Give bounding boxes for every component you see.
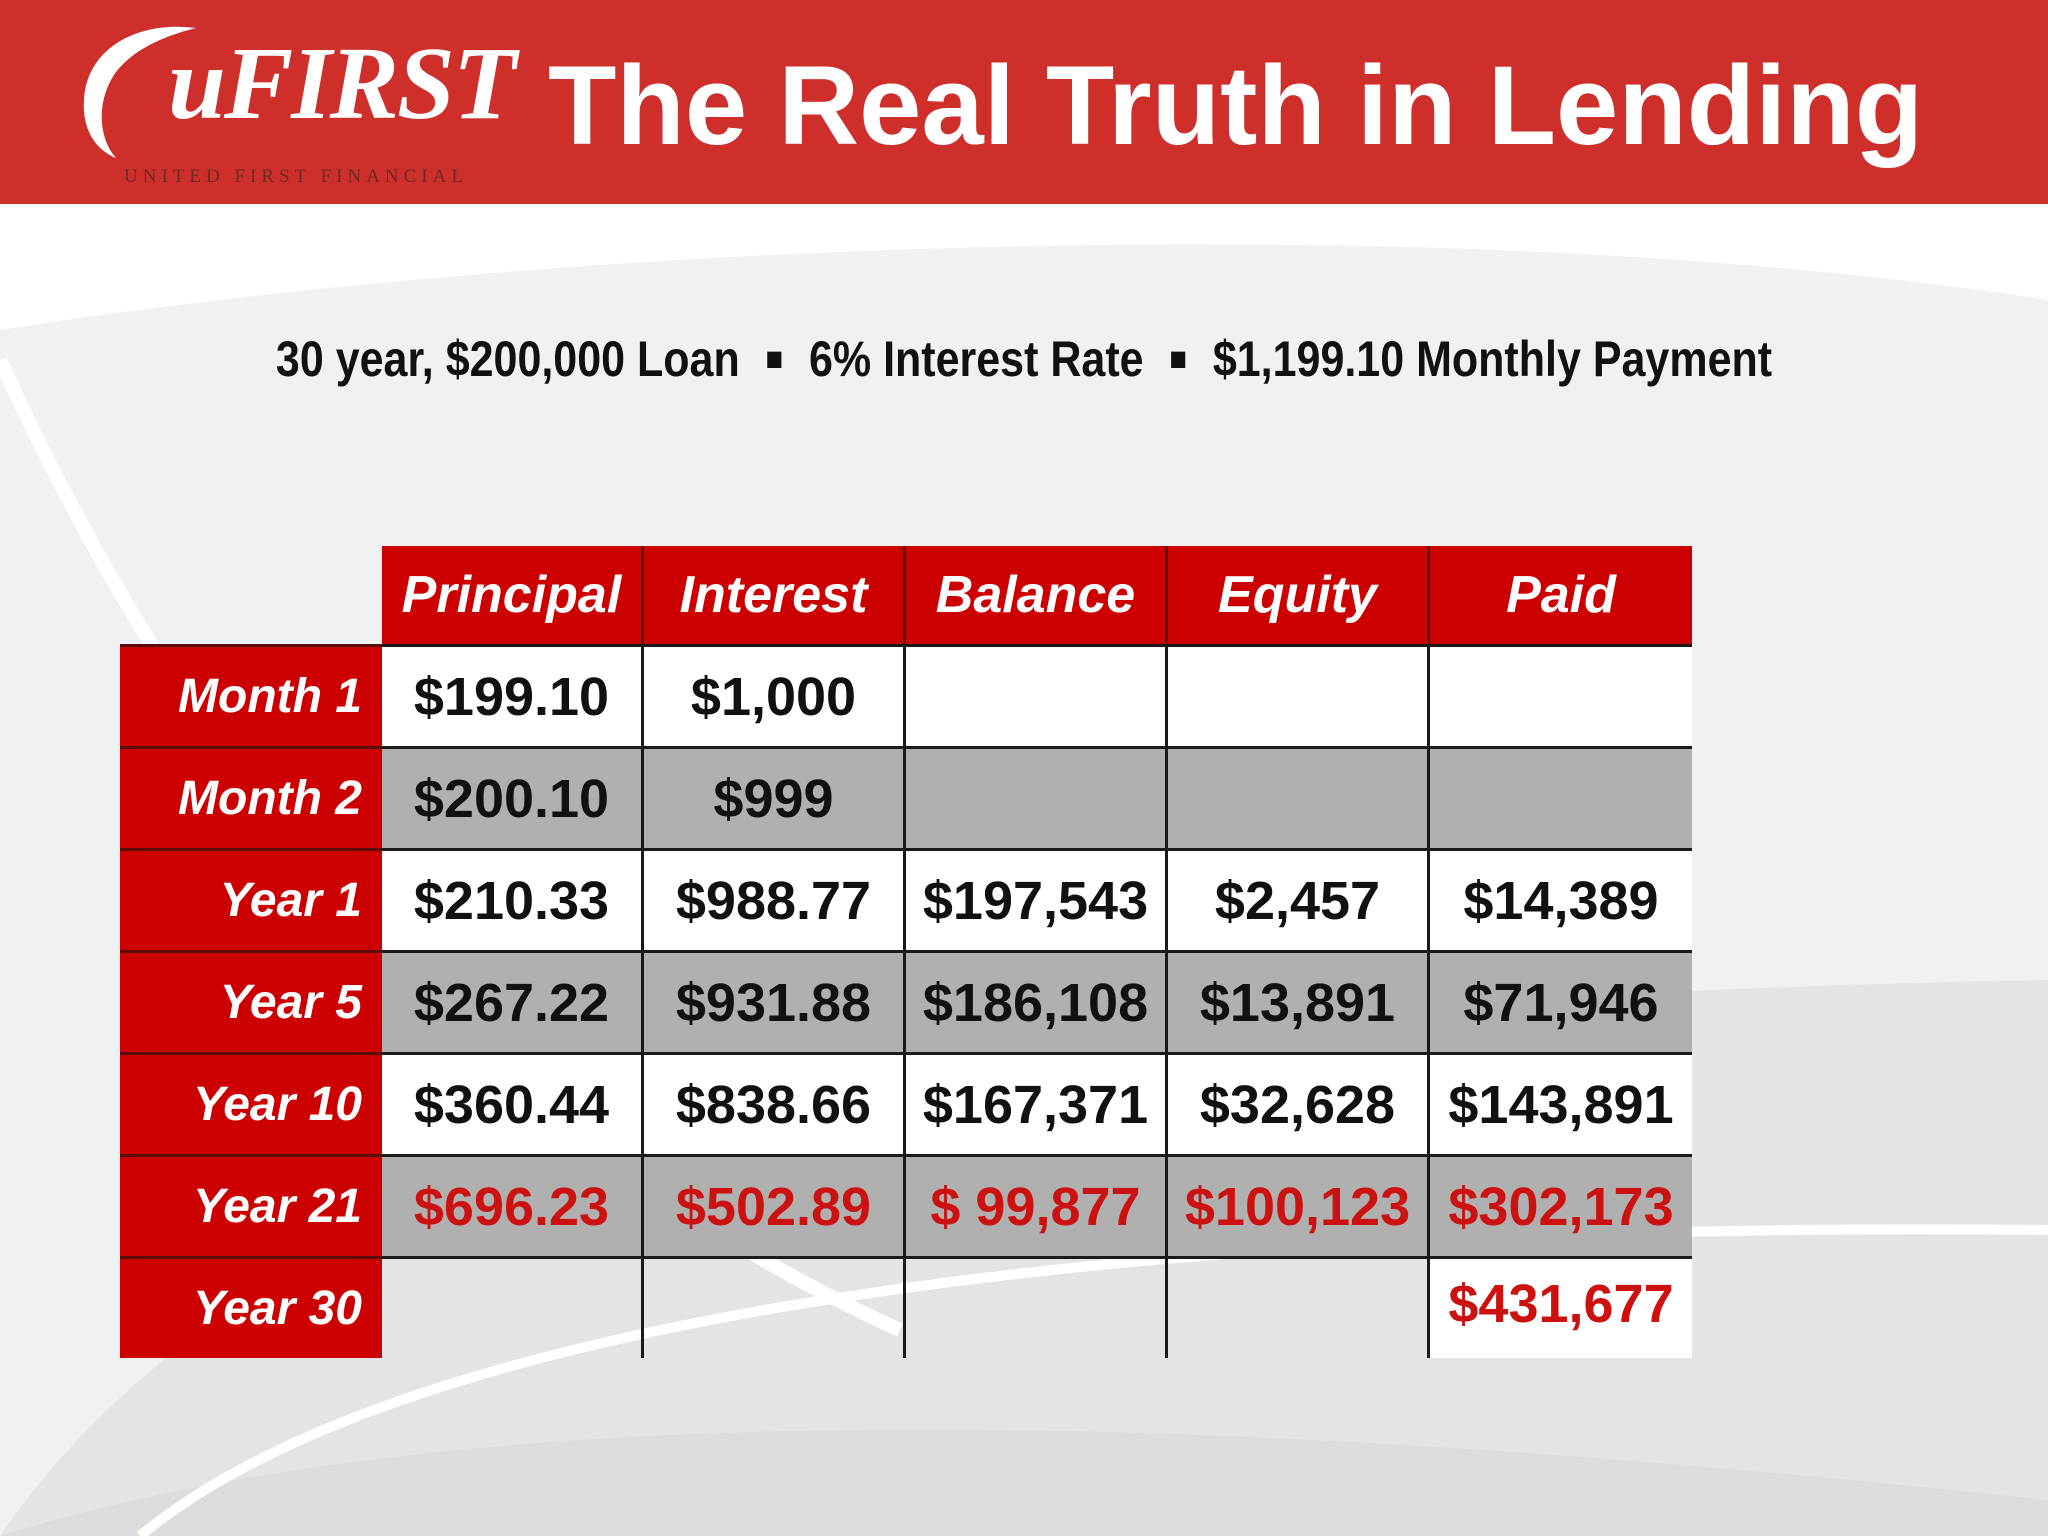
- table-row: Year 5 $267.22 $931.88 $186,108 $13,891 …: [120, 950, 1692, 1052]
- column-header-balance: Balance: [906, 546, 1168, 644]
- loan-summary: 30 year, $200,000 Loan ■ 6% Interest Rate ■…: [143, 330, 1904, 388]
- cell-paid: $71,946: [1430, 950, 1692, 1052]
- cell-paid-total: $431,677: [1430, 1256, 1692, 1358]
- cell-balance: [906, 1256, 1168, 1358]
- logo-subtext: UNITED FIRST FINANCIAL: [124, 166, 468, 187]
- cell-balance: [906, 644, 1168, 746]
- cell-paid: $143,891: [1430, 1052, 1692, 1154]
- cell-interest: [644, 1256, 906, 1358]
- cell-paid: [1430, 746, 1692, 848]
- table-row-highlighted: Year 21 $696.23 $502.89 $ 99,877 $100,12…: [120, 1154, 1692, 1256]
- cell-balance: $197,543: [906, 848, 1168, 950]
- row-label: Year 21: [120, 1154, 382, 1256]
- separator-icon: ■: [1169, 340, 1188, 378]
- page-title: The Real Truth in Lending: [548, 43, 1924, 168]
- cell-interest: $931.88: [644, 950, 906, 1052]
- cell-principal: $210.33: [382, 848, 644, 950]
- logo-wordmark: uFIRST: [168, 26, 516, 141]
- monthly-payment: $1,199.10 Monthly Payment: [1212, 331, 1773, 387]
- logo: uFIRST UNITED FIRST FINANCIAL: [76, 20, 516, 190]
- row-label: Year 30: [120, 1256, 382, 1358]
- table-row: Month 2 $200.10 $999: [120, 746, 1692, 848]
- row-label: Year 10: [120, 1052, 382, 1154]
- cell-paid: $302,173: [1430, 1154, 1692, 1256]
- cell-principal: $199.10: [382, 644, 644, 746]
- cell-paid: [1430, 644, 1692, 746]
- loan-amount: 30 year, $200,000 Loan: [275, 331, 740, 387]
- cell-principal: $360.44: [382, 1052, 644, 1154]
- cell-equity: $2,457: [1168, 848, 1430, 950]
- table-row: Year 10 $360.44 $838.66 $167,371 $32,628…: [120, 1052, 1692, 1154]
- cell-principal: $267.22: [382, 950, 644, 1052]
- table-row: Year 30 $431,677: [120, 1256, 1692, 1358]
- amortization-table: Principal Interest Balance Equity Paid M…: [120, 546, 1692, 1358]
- cell-equity: [1168, 746, 1430, 848]
- cell-equity: $13,891: [1168, 950, 1430, 1052]
- cell-interest: $1,000: [644, 644, 906, 746]
- interest-rate: 6% Interest Rate: [808, 331, 1144, 387]
- column-header-equity: Equity: [1168, 546, 1430, 644]
- column-header-principal: Principal: [382, 546, 644, 644]
- header-banner: uFIRST UNITED FIRST FINANCIAL The Real T…: [0, 0, 2048, 204]
- cell-interest: $999: [644, 746, 906, 848]
- table-header-row: Principal Interest Balance Equity Paid: [382, 546, 1692, 644]
- cell-equity: [1168, 644, 1430, 746]
- cell-equity: $32,628: [1168, 1052, 1430, 1154]
- table-row: Month 1 $199.10 $1,000: [120, 644, 1692, 746]
- cell-balance: $186,108: [906, 950, 1168, 1052]
- cell-interest: $988.77: [644, 848, 906, 950]
- row-label: Month 2: [120, 746, 382, 848]
- cell-equity: [1168, 1256, 1430, 1358]
- table-row: Year 1 $210.33 $988.77 $197,543 $2,457 $…: [120, 848, 1692, 950]
- cell-equity: $100,123: [1168, 1154, 1430, 1256]
- cell-interest: $838.66: [644, 1052, 906, 1154]
- logo-swoosh-icon: [83, 26, 196, 158]
- row-label: Year 5: [120, 950, 382, 1052]
- column-header-paid: Paid: [1430, 546, 1692, 644]
- cell-principal: [382, 1256, 644, 1358]
- column-header-interest: Interest: [644, 546, 906, 644]
- row-label: Month 1: [120, 644, 382, 746]
- row-label: Year 1: [120, 848, 382, 950]
- cell-balance: $ 99,877: [906, 1154, 1168, 1256]
- cell-paid: $14,389: [1430, 848, 1692, 950]
- cell-balance: [906, 746, 1168, 848]
- separator-icon: ■: [765, 340, 784, 378]
- cell-principal: $200.10: [382, 746, 644, 848]
- cell-principal: $696.23: [382, 1154, 644, 1256]
- cell-balance: $167,371: [906, 1052, 1168, 1154]
- cell-interest: $502.89: [644, 1154, 906, 1256]
